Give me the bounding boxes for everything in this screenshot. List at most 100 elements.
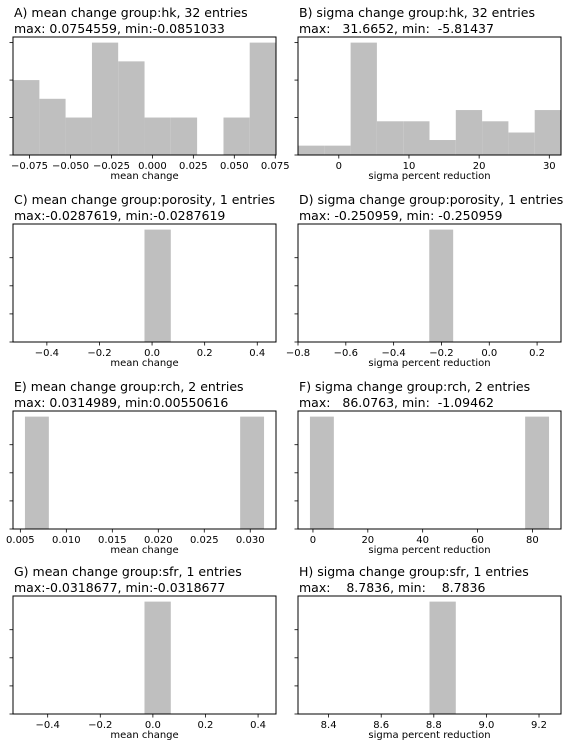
x-tick-label: −0.4 (35, 348, 59, 359)
x-tick-label: 0.020 (144, 535, 173, 546)
chart-panel: C) mean change group:porosity, 1 entries… (9, 192, 277, 369)
chart-panel: D) sigma change group:porosity, 1 entrie… (286, 192, 563, 369)
histogram-bar (144, 601, 171, 714)
histogram-bar (298, 145, 325, 155)
axes-frame (12, 36, 277, 156)
x-axis-label: sigma percent reduction (368, 358, 490, 369)
x-tick-label: 0.025 (190, 535, 219, 546)
histogram-bar (223, 117, 250, 155)
x-tick-label: 9.2 (531, 720, 547, 731)
histogram-bar (144, 117, 171, 155)
x-tick-label: −0.2 (88, 720, 112, 731)
chart-title: H) sigma change group:sfr, 1 entries (299, 564, 529, 579)
chart-subtitle: max:-0.0318677, min:-0.0318677 (14, 580, 225, 595)
axes-frame (297, 410, 562, 530)
x-axis-label: sigma percent reduction (368, 730, 490, 741)
x-tick-label: 0.005 (6, 535, 35, 546)
x-tick-label: 40 (416, 535, 429, 546)
x-tick-label: 0.0 (481, 348, 497, 359)
x-tick-label: 20 (473, 161, 486, 172)
x-tick-label: 80 (526, 535, 539, 546)
chart-title: G) mean change group:sfr, 1 entries (14, 564, 242, 579)
axes-frame (297, 223, 562, 343)
histogram-bar (65, 117, 92, 155)
histogram-bar (249, 42, 277, 155)
x-axis-label: sigma percent reduction (368, 171, 490, 182)
chart-panel: H) sigma change group:sfr, 1 entriesmax:… (294, 564, 562, 741)
chart-title: D) sigma change group:porosity, 1 entrie… (299, 192, 563, 207)
histogram-bar (350, 42, 377, 155)
x-axis-label: sigma percent reduction (368, 545, 490, 556)
axes-frame (12, 410, 277, 530)
histogram-bar (429, 140, 456, 155)
chart-subtitle: max:-0.0287619, min:-0.0287619 (14, 208, 225, 223)
histogram-bar (376, 121, 404, 155)
histogram-bar (508, 132, 535, 155)
x-tick-label: 0.0 (145, 720, 161, 731)
x-tick-label: 0.000 (138, 161, 167, 172)
x-tick-label: 0.025 (179, 161, 208, 172)
chart-title: A) mean change group:hk, 32 entries (14, 5, 248, 20)
x-tick-label: 0.2 (197, 348, 213, 359)
histogram-bar (429, 601, 456, 714)
chart-subtitle: max: 31.6652, min: -5.81437 (299, 21, 494, 36)
x-tick-label: 0.010 (52, 535, 81, 546)
x-tick-label: 0.2 (529, 348, 545, 359)
chart-subtitle: max: 0.0754559, min:-0.0851033 (14, 21, 225, 36)
x-tick-label: 20 (361, 535, 374, 546)
histogram-bar (240, 416, 265, 529)
x-tick-label: −0.8 (286, 348, 310, 359)
x-tick-label: 9.0 (478, 720, 494, 731)
chart-panel: A) mean change group:hk, 32 entriesmax: … (9, 5, 290, 182)
x-tick-label: 0.075 (261, 161, 290, 172)
x-tick-label: −0.025 (93, 161, 130, 172)
x-tick-label: 8.6 (373, 720, 389, 731)
x-axis-label: mean change (110, 730, 178, 741)
x-tick-label: −0.050 (52, 161, 89, 172)
x-tick-label: −0.6 (334, 348, 358, 359)
axes-frame (297, 36, 562, 156)
x-tick-label: 0.0 (144, 348, 160, 359)
histogram-bar (525, 416, 550, 529)
axes-frame (12, 595, 277, 715)
x-tick-label: 0.2 (198, 720, 214, 731)
histogram-bar (24, 416, 49, 529)
x-tick-label: 0 (310, 535, 316, 546)
chart-panel: G) mean change group:sfr, 1 entriesmax:-… (9, 564, 277, 741)
histogram-bar (118, 61, 145, 155)
histogram-bar (170, 117, 198, 155)
x-tick-label: −0.4 (381, 348, 405, 359)
x-tick-label: 8.4 (321, 720, 337, 731)
histogram-bar (534, 110, 561, 155)
x-tick-label: 0.030 (236, 535, 265, 546)
x-tick-label: 0.4 (249, 348, 265, 359)
x-tick-label: 0.4 (250, 720, 266, 731)
chart-title: E) mean change group:rch, 2 entries (14, 379, 244, 394)
x-axis-label: mean change (110, 358, 178, 369)
x-axis-label: mean change (110, 545, 178, 556)
chart-panel: B) sigma change group:hk, 32 entriesmax:… (294, 5, 562, 182)
chart-panel: E) mean change group:rch, 2 entriesmax: … (6, 379, 277, 556)
chart-title: B) sigma change group:hk, 32 entries (299, 5, 535, 20)
x-tick-label: −0.075 (11, 161, 48, 172)
histogram-bar (324, 145, 351, 155)
x-tick-label: 60 (471, 535, 484, 546)
x-tick-label: −0.2 (87, 348, 111, 359)
histogram-bar (91, 42, 119, 155)
histogram-bar (144, 229, 171, 342)
x-tick-label: 0.015 (98, 535, 127, 546)
chart-subtitle: max: 8.7836, min: 8.7836 (299, 580, 485, 595)
x-tick-label: 0 (336, 161, 342, 172)
x-tick-label: −0.2 (429, 348, 453, 359)
chart-subtitle: max: 0.0314989, min:0.00550616 (14, 395, 228, 410)
axes-frame (297, 595, 562, 715)
histogram-bar (13, 80, 40, 155)
x-tick-label: −0.4 (36, 720, 60, 731)
histogram-bar (309, 416, 334, 529)
axes-frame (12, 223, 277, 343)
chart-subtitle: max: -0.250959, min: -0.250959 (299, 208, 502, 223)
chart-title: F) sigma change group:rch, 2 entries (299, 379, 530, 394)
x-tick-label: 10 (403, 161, 416, 172)
histogram-bar (39, 98, 66, 155)
